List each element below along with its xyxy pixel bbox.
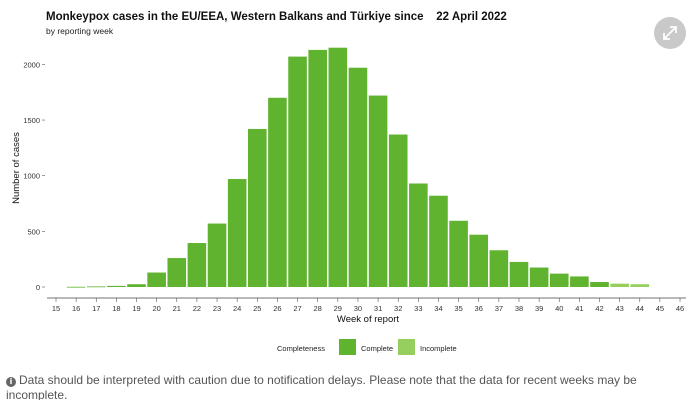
x-axis-title: Week of report (337, 314, 399, 325)
bar-complete (388, 134, 408, 287)
x-tick-label: 30 (354, 304, 362, 313)
x-axis-ticks: 15 16 17 18 19 20 21 22 23 24 25 26 27 28 29 30 31 32 33 34… (52, 298, 684, 313)
y-axis-title: Number of cases (11, 132, 22, 204)
bar-complete (86, 286, 106, 288)
x-tick-label: 33 (414, 304, 422, 313)
bar-complete (348, 67, 368, 287)
x-tick-label: 26 (273, 304, 281, 313)
legend-label-complete: Complete (361, 344, 393, 353)
y-tick-label: 1000 (23, 172, 40, 181)
bar-complete (469, 234, 489, 287)
x-tick-label: 27 (293, 304, 301, 313)
bar-complete (107, 285, 126, 287)
x-tick-label: 37 (495, 304, 503, 313)
bar-complete (187, 243, 207, 287)
footnote: i Data should be interpreted with caution… (6, 373, 682, 400)
x-tick-label: 22 (193, 304, 201, 313)
x-tick-label: 36 (475, 304, 483, 313)
footnote-text: Data should be interpreted with caution … (6, 373, 637, 400)
x-tick-label: 23 (213, 304, 221, 313)
bar-complete (590, 281, 609, 287)
y-tick-label: 500 (27, 227, 40, 236)
y-axis-ticks: 0 500 1000 1500 2000 (23, 60, 45, 292)
bar-complete (570, 276, 589, 287)
bar-complete (207, 223, 227, 287)
x-tick-label: 24 (233, 304, 241, 313)
bar-complete (489, 250, 509, 287)
x-tick-label: 44 (636, 304, 644, 313)
bar-complete (268, 97, 287, 287)
x-tick-label: 15 (52, 304, 60, 313)
x-tick-label: 39 (535, 304, 543, 313)
x-tick-label: 20 (152, 304, 160, 313)
bar-complete (227, 179, 247, 287)
x-tick-label: 42 (595, 304, 603, 313)
chart-figure: Monkeypox cases in the EU/EEA, Western B… (11, 11, 686, 355)
x-tick-label: 19 (132, 304, 140, 313)
x-tick-label: 16 (72, 304, 80, 313)
chart-subtitle: by reporting week (46, 26, 114, 36)
y-tick-label: 2000 (23, 60, 40, 69)
bar-complete (368, 95, 388, 287)
bar-complete (248, 128, 267, 287)
bar-incomplete (630, 284, 650, 287)
x-tick-label: 17 (92, 304, 100, 313)
info-circle-icon: i (6, 377, 16, 387)
bar-complete (288, 56, 307, 287)
x-tick-label: 34 (434, 304, 442, 313)
x-tick-label: 31 (374, 304, 382, 313)
bars-group (66, 47, 650, 288)
bar-complete (328, 47, 348, 288)
legend-swatch-incomplete (398, 339, 415, 355)
x-tick-label: 43 (615, 304, 623, 313)
x-tick-label: 40 (555, 304, 563, 313)
x-tick-label: 21 (173, 304, 181, 313)
legend-swatch-complete (339, 339, 356, 355)
x-tick-label: 45 (656, 304, 664, 313)
x-tick-label: 29 (334, 304, 342, 313)
bar-complete (529, 267, 549, 287)
bar-complete (449, 220, 468, 287)
chart-title: Monkeypox cases in the EU/EEA, Western B… (46, 11, 507, 23)
x-tick-label: 32 (394, 304, 402, 313)
x-tick-label: 18 (112, 304, 120, 313)
bar-complete (509, 261, 529, 287)
bar-complete (66, 286, 86, 288)
x-tick-label: 46 (676, 304, 684, 313)
bar-complete (549, 273, 569, 287)
bar-complete (167, 258, 187, 287)
expand-arrows-icon (663, 26, 677, 40)
bar-complete (308, 49, 327, 287)
y-tick-label: 1500 (23, 116, 40, 125)
bar-complete (127, 284, 146, 287)
bar-complete (147, 272, 166, 287)
bar-complete (429, 195, 448, 287)
x-tick-label: 38 (515, 304, 523, 313)
legend-title: Completeness (277, 344, 325, 353)
x-tick-label: 28 (314, 304, 322, 313)
bar-incomplete (610, 283, 629, 287)
y-tick-label: 0 (36, 283, 40, 292)
x-tick-label: 35 (454, 304, 462, 313)
legend-label-incomplete: Incomplete (420, 344, 457, 353)
x-tick-label: 41 (575, 304, 583, 313)
x-tick-label: 25 (253, 304, 261, 313)
legend: Completeness Complete Incomplete (277, 339, 457, 355)
bar-complete (409, 183, 428, 287)
expand-button[interactable] (654, 17, 686, 49)
